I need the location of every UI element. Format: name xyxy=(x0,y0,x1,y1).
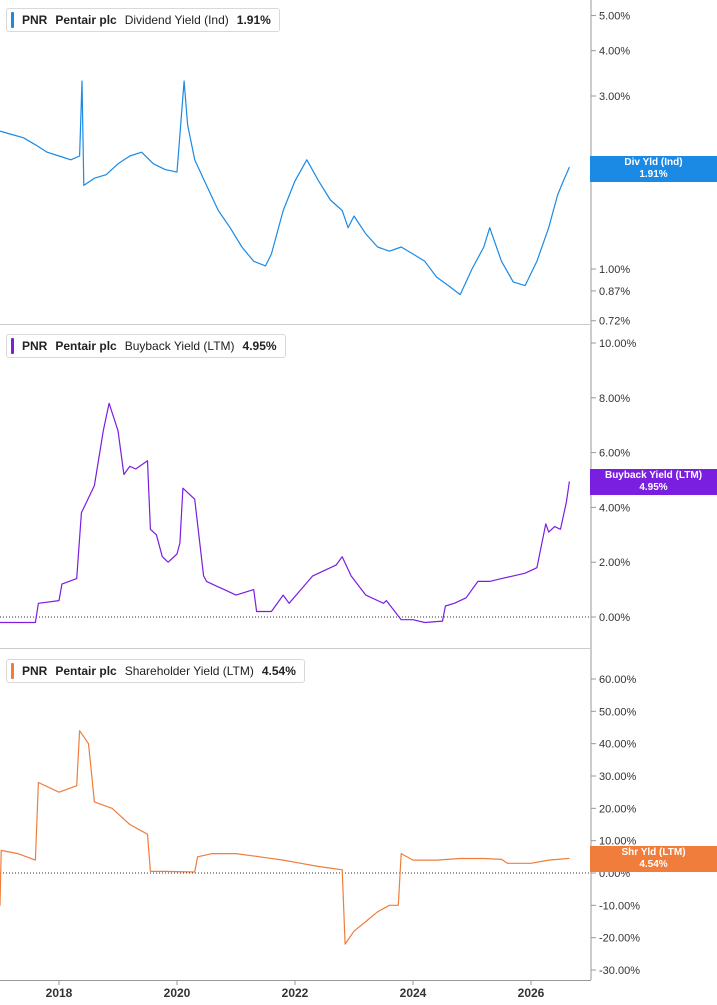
last-value-flag-shareholder: Shr Yld (LTM) 4.54% xyxy=(590,846,717,872)
y-tick-label-shareholder: 40.00% xyxy=(599,739,637,751)
y-tick-label-buyback: 6.00% xyxy=(599,448,630,460)
series-color-swatch xyxy=(11,12,14,28)
legend-ticker: PNR xyxy=(22,339,48,353)
y-tick-label-shareholder: -30.00% xyxy=(599,965,640,977)
last-value-flag-buyback: Buyback Yield (LTM) 4.95% xyxy=(590,469,717,495)
legend-value: 1.91% xyxy=(236,13,271,27)
flag-label: Buyback Yield (LTM) xyxy=(604,470,703,481)
y-tick-label-dividend: 0.72% xyxy=(599,316,630,328)
y-tick-label-dividend: 1.00% xyxy=(599,264,630,276)
y-tick-label-dividend: 4.00% xyxy=(599,46,630,58)
series-color-swatch xyxy=(11,663,14,679)
y-tick-label-buyback: 4.00% xyxy=(599,502,630,514)
legend-metric: Dividend Yield (Ind) xyxy=(124,13,229,27)
legend-metric: Buyback Yield (LTM) xyxy=(124,339,235,353)
flag-value: 1.91% xyxy=(639,169,668,180)
flag-value: 4.54% xyxy=(639,859,668,870)
flag-label: Shr Yld (LTM) xyxy=(621,847,686,858)
series-line-dividend xyxy=(0,80,570,296)
legend-buyback-yield: PNR Pentair plc Buyback Yield (LTM) 4.95… xyxy=(6,334,286,358)
legend-company: Pentair plc xyxy=(55,339,117,353)
flag-label: Div Yld (Ind) xyxy=(624,157,683,168)
y-tick-label-buyback: 8.00% xyxy=(599,393,630,405)
y-tick-label-shareholder: 10.00% xyxy=(599,836,637,848)
x-tick-label: 2026 xyxy=(518,986,545,1000)
y-tick-label-buyback: 2.00% xyxy=(599,557,630,569)
legend-shareholder-yield: PNR Pentair plc Shareholder Yield (LTM) … xyxy=(6,659,305,683)
y-tick-label-shareholder: -10.00% xyxy=(599,900,640,912)
legend-ticker: PNR xyxy=(22,13,48,27)
y-tick-label-shareholder: 20.00% xyxy=(599,803,637,815)
y-tick-label-shareholder: -20.00% xyxy=(599,933,640,945)
series-line-buyback xyxy=(0,402,570,624)
series-color-swatch xyxy=(11,338,14,354)
y-tick-label-shareholder: 30.00% xyxy=(599,771,637,783)
legend-ticker: PNR xyxy=(22,664,48,678)
legend-company: Pentair plc xyxy=(55,13,117,27)
x-tick-label: 2020 xyxy=(164,986,191,1000)
x-tick-label: 2024 xyxy=(400,986,427,1000)
legend-metric: Shareholder Yield (LTM) xyxy=(124,664,254,678)
series-line-shareholder xyxy=(0,730,570,945)
flag-value: 4.95% xyxy=(639,482,668,493)
legend-value: 4.95% xyxy=(242,339,277,353)
legend-value: 4.54% xyxy=(261,664,296,678)
y-tick-label-dividend: 5.00% xyxy=(599,11,630,23)
y-tick-label-shareholder: 60.00% xyxy=(599,674,637,686)
x-tick-label: 2018 xyxy=(46,986,73,1000)
y-tick-label-buyback: 10.00% xyxy=(599,338,637,350)
x-tick-label: 2022 xyxy=(282,986,309,1000)
y-tick-label-shareholder: 50.00% xyxy=(599,706,637,718)
legend-dividend-yield: PNR Pentair plc Dividend Yield (Ind) 1.9… xyxy=(6,8,280,32)
y-tick-label-dividend: 0.87% xyxy=(599,286,630,298)
legend-company: Pentair plc xyxy=(55,664,117,678)
y-tick-label-dividend: 3.00% xyxy=(599,91,630,103)
y-tick-label-buyback: 0.00% xyxy=(599,612,630,624)
last-value-flag-dividend: Div Yld (Ind) 1.91% xyxy=(590,156,717,182)
